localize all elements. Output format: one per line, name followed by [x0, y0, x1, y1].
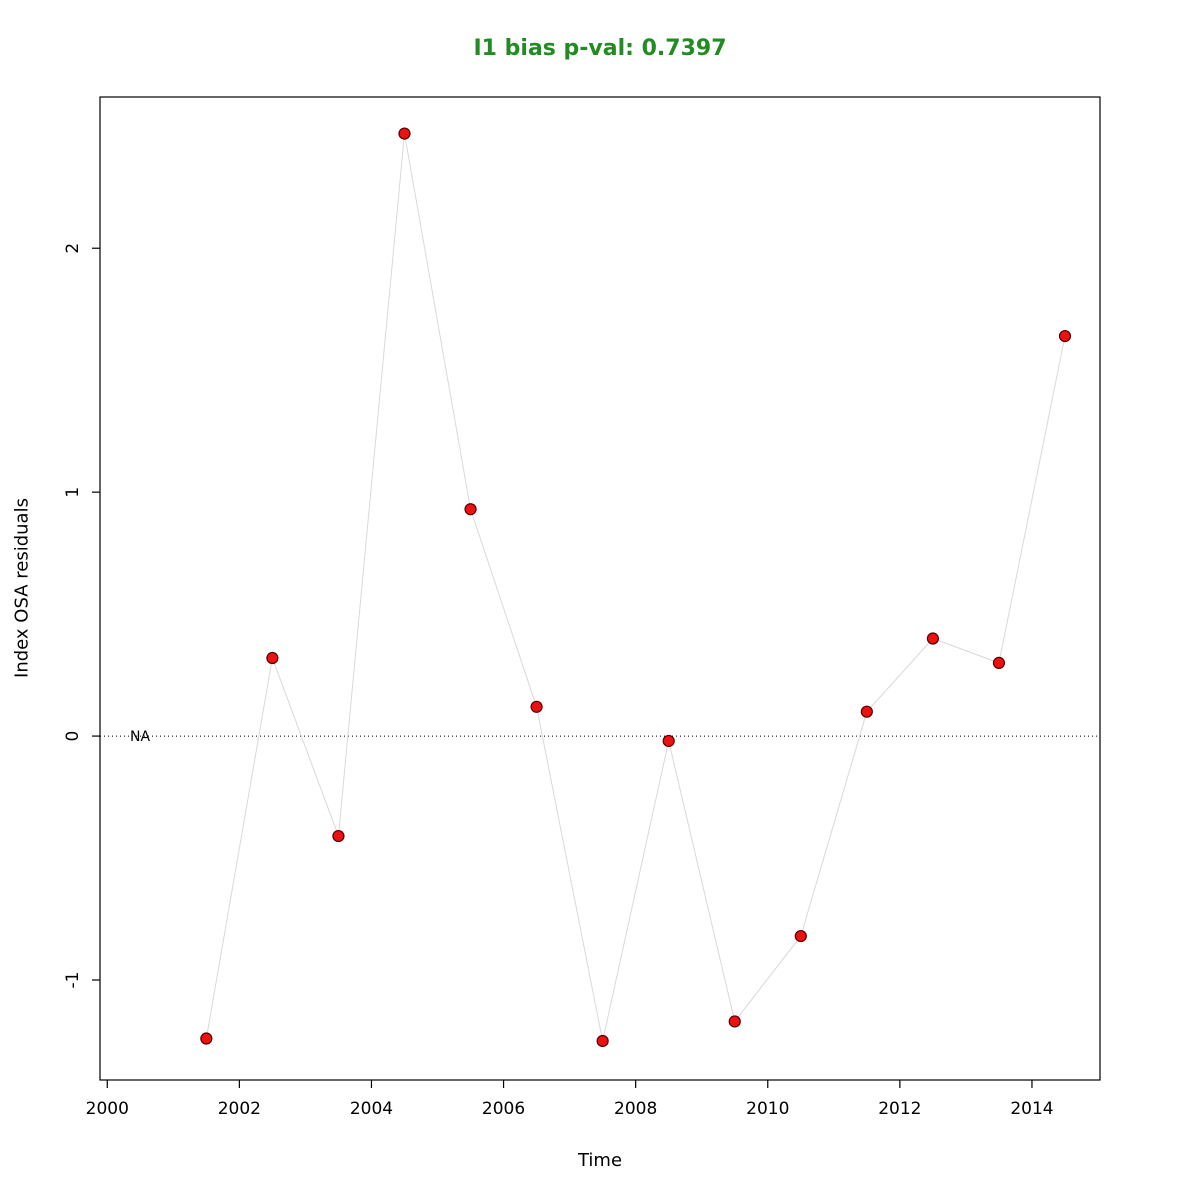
data-point: [662, 734, 675, 748]
y-tick-label: 0: [63, 731, 83, 742]
data-point: [464, 503, 477, 516]
y-axis-label: Index OSA residuals: [11, 498, 33, 678]
x-tick-label: 2004: [350, 1099, 393, 1119]
data-point: [530, 700, 543, 713]
data-point: [266, 651, 279, 665]
data-point: [200, 1032, 213, 1045]
data-point: [398, 127, 411, 140]
x-tick-label: 2002: [218, 1099, 261, 1119]
x-tick-label: 2006: [482, 1099, 525, 1119]
data-point: [860, 705, 873, 718]
plot-box: [99, 96, 1101, 1081]
x-tick-label: 2000: [86, 1099, 129, 1119]
data-point: [926, 632, 939, 645]
x-tick-label: 2012: [878, 1099, 921, 1119]
y-tick-label: -1: [63, 972, 83, 989]
x-axis-label: Time: [577, 1150, 623, 1171]
plot-title: I1 bias p-val: 0.7397: [473, 36, 727, 61]
data-point: [728, 1015, 741, 1028]
series-line: [205, 133, 1066, 1042]
x-tick-label: 2010: [746, 1099, 789, 1119]
reference-line-label: NA: [130, 729, 150, 745]
data-point: [992, 656, 1006, 669]
x-tick-label: 2014: [1010, 1099, 1053, 1119]
data-point: [332, 829, 345, 843]
data-point: [596, 1034, 609, 1048]
y-tick-label: 1: [63, 487, 83, 498]
data-point: [794, 929, 807, 943]
data-point: [1058, 329, 1072, 343]
x-tick-label: 2008: [614, 1099, 657, 1119]
y-tick-label: 2: [63, 243, 83, 254]
